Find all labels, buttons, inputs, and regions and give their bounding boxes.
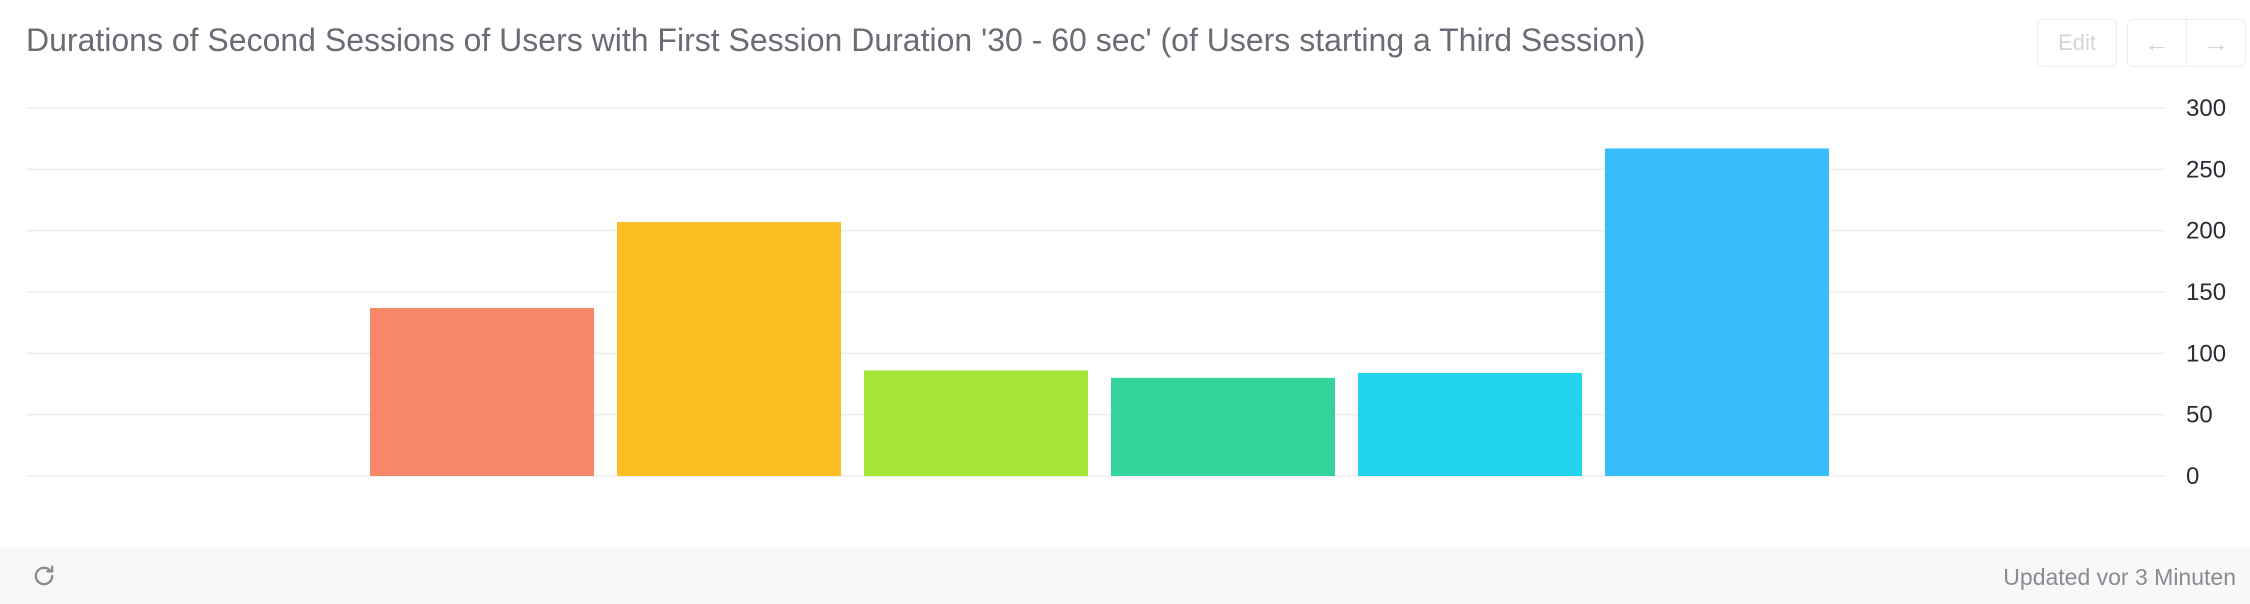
bar-4[interactable] [864,370,1088,476]
y-tick-label: 100 [2186,340,2226,367]
y-axis: 0 50 100 150 200 250 300 [2186,95,2226,490]
bar-5[interactable] [1111,377,1335,476]
updated-timestamp: Updated vor 3 Minuten [2003,564,2236,590]
refresh-icon[interactable] [30,562,58,590]
bar-chart: 0 50 100 150 200 250 300 [26,95,2226,490]
bar-7[interactable] [1605,148,1829,477]
chart-gridlines [26,107,2165,477]
chart-title: Durations of Second Sessions of Users wi… [26,22,1646,58]
bar-6[interactable] [1358,372,1582,476]
chart-footer: Updated vor 3 Minuten [0,548,2250,604]
y-tick-label: 250 [2186,156,2226,183]
chart-toolbar: Edit ← → [2037,19,2246,67]
y-tick-label: 150 [2186,279,2226,306]
y-tick-label: 50 [2186,402,2213,429]
chart-bars [370,148,1829,477]
bar-3[interactable] [617,222,841,476]
y-tick-label: 300 [2186,95,2226,122]
bar-2[interactable] [370,307,594,476]
y-tick-label: 200 [2186,218,2226,245]
edit-button[interactable]: Edit [2037,19,2117,67]
prev-arrow-icon[interactable]: ← [2144,27,2170,58]
y-tick-label: 0 [2186,463,2199,490]
pagination-group: ← → [2127,19,2246,67]
next-arrow-icon[interactable]: → [2186,20,2245,66]
